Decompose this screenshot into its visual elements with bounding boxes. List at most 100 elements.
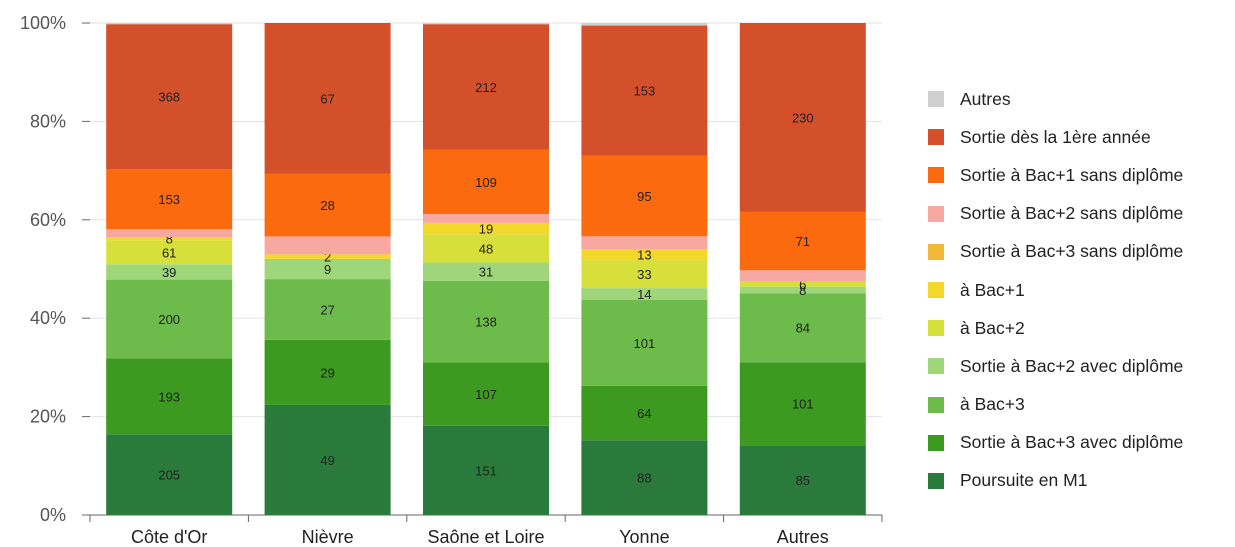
data-label: 33 [637, 267, 651, 282]
data-label: 64 [637, 406, 651, 421]
legend-label: Sortie à Bac+2 sans diplôme [960, 203, 1184, 224]
legend-item: Poursuite en M1 [928, 462, 1183, 500]
data-label: 71 [796, 234, 810, 249]
bar-segment [581, 260, 708, 289]
bar-segment [423, 234, 549, 263]
bar-segment [739, 362, 866, 446]
legend-item: Sortie dès la 1ère année [928, 118, 1183, 156]
data-label: 101 [792, 397, 814, 412]
data-label: 85 [796, 473, 810, 488]
bar-segment [739, 211, 866, 271]
y-tick-label: 40% [30, 308, 66, 328]
bar-segment [739, 445, 866, 515]
legend-swatch [928, 282, 944, 299]
bar-segment [264, 339, 391, 405]
data-label: 101 [634, 336, 656, 351]
x-tick-label: Yonne [619, 527, 669, 547]
data-label: 6 [799, 277, 806, 292]
data-label: 95 [637, 189, 651, 204]
bar-segment [106, 24, 233, 170]
bar-segment [106, 264, 233, 280]
legend-swatch [928, 472, 944, 489]
bar-segment [106, 358, 233, 435]
bar-segment [581, 236, 708, 250]
bar-segment [106, 23, 233, 25]
bar-segment [423, 280, 549, 363]
bar-segment [581, 25, 708, 156]
data-label: 8 [799, 283, 806, 298]
legend-label: Autres [960, 88, 1011, 109]
legend-label: à Bac+2 [960, 317, 1025, 338]
bar-segment [264, 236, 391, 255]
bar-segment [423, 24, 549, 150]
data-label: 193 [158, 389, 180, 404]
data-label: 61 [162, 245, 176, 260]
y-tick-label: 20% [30, 407, 66, 427]
legend-label: à Bac+1 [960, 279, 1025, 300]
bar-segment [106, 434, 233, 515]
bar-segment [581, 385, 708, 441]
x-tick-label: Autres [777, 527, 829, 547]
bar-segment [423, 23, 549, 25]
bar-segment [423, 222, 549, 235]
bar-segment [581, 23, 708, 26]
bar-segment [106, 240, 233, 265]
legend-swatch [928, 358, 944, 375]
legend-label: Sortie à Bac+3 sans diplôme [960, 241, 1184, 262]
legend-swatch [928, 320, 944, 337]
y-tick-label: 80% [30, 111, 66, 131]
legend-swatch [928, 129, 944, 146]
data-label: 84 [796, 321, 810, 336]
data-label: 2 [324, 250, 331, 265]
y-tick-label: 0% [40, 505, 66, 525]
x-tick-label: Nièvre [302, 527, 354, 547]
y-tick-label: 100% [20, 13, 66, 33]
data-label: 9 [324, 262, 331, 277]
legend-item: à Bac+2 [928, 309, 1183, 347]
legend-item: Autres [928, 80, 1183, 118]
data-label: 153 [158, 192, 180, 207]
bar-segment [581, 155, 708, 237]
data-label: 212 [475, 80, 497, 95]
bar-segment [106, 279, 233, 359]
legend-item: Sortie à Bac+2 avec diplôme [928, 347, 1183, 385]
bar-segment [264, 254, 391, 259]
bar-segment [581, 300, 708, 386]
bar-segment [423, 425, 549, 515]
data-label: 14 [637, 287, 651, 302]
legend-label: Poursuite en M1 [960, 470, 1088, 491]
data-label: 13 [637, 248, 651, 263]
data-label: 151 [475, 463, 497, 478]
data-label: 28 [320, 198, 334, 213]
data-label: 200 [158, 312, 180, 327]
legend-swatch [928, 396, 944, 413]
legend-item: Sortie à Bac+2 sans diplôme [928, 195, 1183, 233]
bar-segment [106, 169, 233, 230]
data-label: 109 [475, 175, 497, 190]
bar-segment [423, 214, 549, 223]
data-label: 39 [162, 265, 176, 280]
data-label: 67 [320, 91, 334, 106]
bar-segment [264, 279, 391, 340]
y-tick-label: 60% [30, 210, 66, 230]
bar-segment [739, 23, 866, 212]
legend-label: à Bac+3 [960, 394, 1025, 415]
data-label: 368 [158, 90, 180, 105]
bar-segment [581, 249, 708, 261]
legend-swatch [928, 91, 944, 108]
legend-label: Sortie dès la 1ère année [960, 126, 1151, 147]
data-label: 107 [475, 387, 497, 402]
bar-segment [264, 258, 391, 280]
bar-segment [581, 288, 708, 301]
bar-segment [264, 23, 391, 174]
x-tick-label: Saône et Loire [427, 527, 544, 547]
chart-legend: Autres Sortie dès la 1ère année Sortie à B… [928, 80, 1183, 500]
data-label: 31 [479, 265, 493, 280]
data-label: 138 [475, 315, 497, 330]
legend-label: Sortie à Bac+1 sans diplôme [960, 164, 1184, 185]
x-tick-label: Côte d'Or [131, 527, 207, 547]
data-label: 27 [320, 302, 334, 317]
legend-label: Sortie à Bac+3 avec diplôme [960, 432, 1184, 453]
data-label: 8 [166, 232, 173, 247]
